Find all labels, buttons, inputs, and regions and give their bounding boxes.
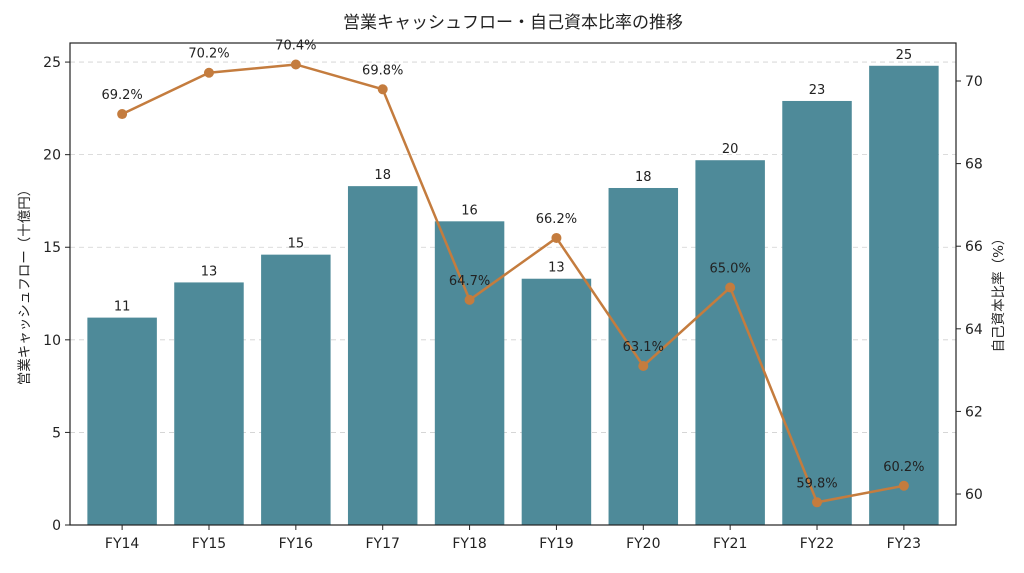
bar-label: 20 [722, 142, 739, 157]
line-labels: 69.2% 70.2% 70.4% 69.8% 64.7% 66.2% 63.1% 65.0%… [101, 38, 924, 491]
line-point-fy15 [203, 67, 214, 78]
bar-fy17 [347, 186, 418, 525]
left-axis-label: 営業キャッシュフロー（十億円） [17, 183, 33, 386]
line-label: 59.8% [796, 476, 837, 491]
y2-tick-label: 60 [965, 487, 983, 503]
line-label: 63.1% [623, 340, 664, 355]
line-point-fy18 [464, 294, 475, 305]
right-axis: 60 62 64 66 68 70 [956, 74, 983, 503]
x-tick-label: FY16 [279, 536, 314, 552]
line-label: 66.2% [536, 212, 577, 227]
y-tick-label: 20 [43, 148, 61, 164]
line-point-fy20 [638, 360, 649, 371]
y-tick-label: 25 [43, 55, 61, 71]
bar-label: 15 [288, 237, 305, 252]
x-axis: FY14 FY15 FY16 FY17 FY18 FY19 FY20 FY21 FY22 FY23 [105, 525, 921, 552]
line-label: 60.2% [883, 460, 924, 475]
line-point-fy17 [377, 84, 388, 95]
bar-fy23 [869, 65, 939, 525]
bar-fy19 [521, 278, 592, 525]
line-point-fy19 [551, 232, 562, 243]
left-axis: 0 5 10 15 20 25 [43, 55, 70, 534]
bar-label: 13 [201, 264, 218, 279]
y-tick-label: 10 [43, 333, 61, 349]
plot-frame [69, 42, 957, 526]
bar-fy15 [174, 282, 244, 525]
line-point-fy22 [812, 497, 823, 508]
y2-tick-label: 64 [965, 322, 983, 338]
line-series [117, 59, 909, 508]
bar-label: 23 [809, 83, 826, 98]
y2-tick-label: 68 [965, 157, 983, 173]
y2-tick-label: 66 [965, 239, 983, 255]
line-label: 65.0% [710, 262, 751, 277]
x-tick-label: FY23 [887, 536, 921, 552]
y2-tick-label: 62 [965, 404, 983, 420]
bar-fy16 [261, 254, 331, 526]
bar-fy18 [434, 221, 505, 525]
x-tick-label: FY18 [452, 536, 486, 552]
x-tick-label: FY21 [713, 536, 747, 552]
x-tick-label: FY20 [626, 536, 660, 552]
line-label: 69.2% [101, 88, 142, 103]
line-point-fy16 [290, 59, 301, 70]
y-tick-label: 0 [52, 518, 61, 534]
y2-tick-label: 70 [965, 74, 983, 90]
bar-label: 25 [896, 48, 913, 63]
x-tick-label: FY15 [192, 536, 226, 552]
line-label: 69.8% [362, 63, 403, 78]
bar-series [87, 65, 939, 526]
bar-labels: 11 13 15 18 16 13 18 20 23 25 [114, 48, 912, 315]
right-axis-label: 自己資本比率（%） [990, 232, 1007, 353]
bar-label: 18 [635, 170, 652, 185]
line-label: 70.2% [188, 47, 229, 62]
bar-fy14 [87, 317, 157, 525]
x-tick-label: FY14 [105, 536, 140, 552]
bar-label: 18 [374, 168, 391, 183]
bar-fy22 [782, 100, 852, 526]
bar-label: 16 [461, 203, 478, 218]
x-tick-label: FY17 [365, 536, 399, 552]
y-tick-label: 5 [52, 425, 61, 441]
line-point-fy21 [725, 282, 736, 293]
line-point-fy23 [898, 480, 909, 491]
bar-fy21 [695, 160, 765, 526]
x-tick-label: FY19 [539, 536, 573, 552]
x-tick-label: FY22 [800, 536, 834, 552]
line-point-fy14 [117, 109, 128, 120]
chart-title: 営業キャッシュフロー・自己資本比率の推移 [343, 13, 683, 33]
line-label: 70.4% [275, 38, 316, 53]
bar-fy20 [608, 187, 679, 525]
bar-label: 11 [114, 300, 131, 315]
line-label: 64.7% [449, 274, 490, 289]
bar-label: 13 [548, 261, 565, 276]
equity-ratio-line [121, 63, 905, 504]
y-tick-label: 15 [43, 240, 61, 256]
